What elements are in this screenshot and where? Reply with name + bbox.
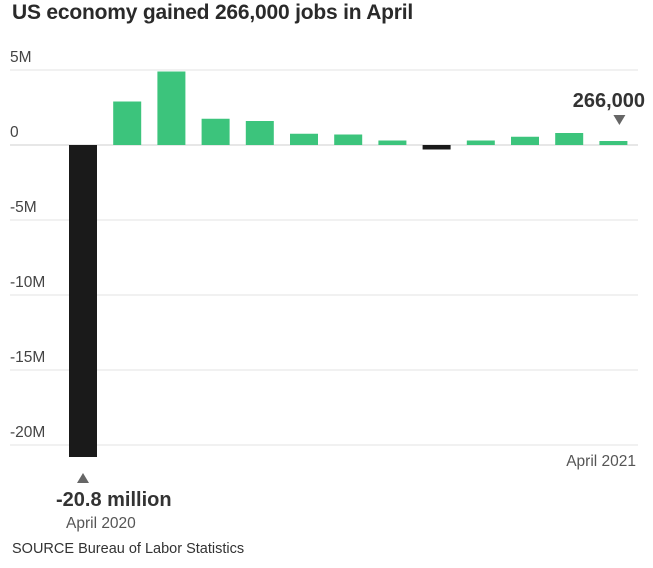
bar-feb-2021 — [511, 136, 539, 145]
arrow-down-icon — [613, 115, 626, 125]
bar-jul-2020 — [201, 118, 230, 145]
bar-dec-2020 — [422, 145, 451, 150]
y-tick-label: 5M — [10, 49, 32, 66]
annotation-date-april-2021: April 2021 — [566, 453, 636, 470]
grid-layer: 5M 0 -5M -10M -15M -20M — [10, 49, 638, 446]
bar-oct-2020 — [334, 134, 363, 145]
bar-mar-2021 — [555, 133, 584, 145]
annotation-value-april-2021: 266,000 — [573, 90, 645, 112]
bar-jun-2020 — [157, 71, 186, 145]
annotation-layer: -20.8 million April 2020 266,000 April 2021 — [56, 90, 645, 532]
bar-may-2020 — [113, 101, 142, 145]
bar-aug-2020 — [245, 121, 274, 145]
bar-layer — [69, 71, 628, 457]
annotation-value-april-2020: -20.8 million — [56, 489, 172, 511]
bar-jan-2021 — [466, 140, 495, 145]
bar-apr-2020 — [69, 145, 97, 457]
y-tick-label: -5M — [10, 199, 37, 216]
y-tick-label: -20M — [10, 424, 45, 441]
bar-apr-2021 — [599, 141, 628, 145]
arrow-up-icon — [77, 473, 89, 483]
bar-nov-2020 — [378, 140, 407, 145]
chart-title: US economy gained 266,000 jobs in April — [12, 1, 414, 24]
bar-sep-2020 — [290, 133, 318, 145]
y-tick-label: -15M — [10, 349, 45, 366]
source-note: SOURCE Bureau of Labor Statistics — [12, 541, 245, 557]
annotation-date-april-2020: April 2020 — [66, 515, 136, 532]
y-tick-label: 0 — [10, 124, 19, 141]
y-tick-label: -10M — [10, 274, 45, 291]
